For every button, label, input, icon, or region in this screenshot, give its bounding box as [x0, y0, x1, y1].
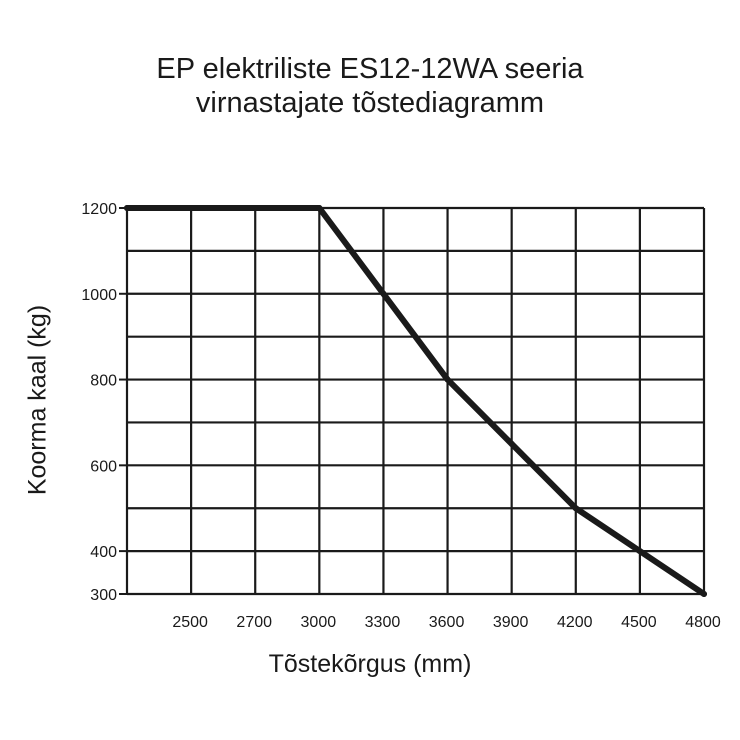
series-line — [124, 205, 707, 597]
y-tick-label: 400 — [90, 544, 117, 561]
x-tick-label: 2500 — [172, 614, 208, 631]
y-tick-label: 600 — [90, 458, 117, 475]
chart-title-line-2: virnastajate tõstediagramm — [195, 87, 545, 119]
y-axis-label: Koorma kaal (kg) — [23, 304, 52, 496]
x-tick-label: 4500 — [621, 614, 657, 631]
x-tick-label: 2700 — [236, 614, 272, 631]
x-tick-label: 3300 — [365, 614, 401, 631]
data-point — [572, 505, 579, 512]
data-point — [380, 290, 387, 297]
data-point — [124, 205, 130, 211]
x-tick-label: 3000 — [301, 614, 337, 631]
y-tick-label: 1200 — [81, 201, 117, 218]
x-tick-label: 3900 — [493, 614, 529, 631]
x-axis-label: Tõstekõrgus (mm) — [268, 650, 472, 678]
x-tick-label: 4200 — [557, 614, 593, 631]
data-point — [316, 205, 323, 211]
x-tick-label: 4800 — [685, 614, 721, 631]
y-tick-label: 800 — [90, 373, 117, 390]
chart-title: EP elektriliste ES12-12WA seeria virnast… — [0, 52, 740, 120]
y-tick-label: 1000 — [81, 287, 117, 304]
chart-title-line-1: EP elektriliste ES12-12WA seeria — [156, 53, 584, 85]
data-point — [444, 376, 451, 383]
data-point — [636, 548, 643, 555]
x-tick-label: 3600 — [429, 614, 465, 631]
data-point — [701, 591, 707, 597]
data-point — [508, 440, 515, 447]
y-tick-label: 300 — [90, 587, 117, 604]
